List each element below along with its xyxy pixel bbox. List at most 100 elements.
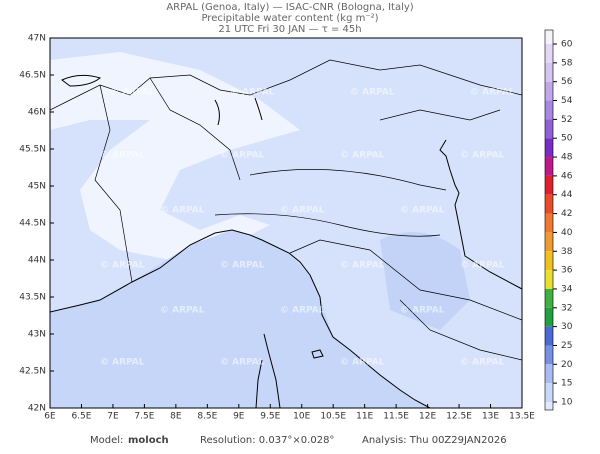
watermark: © ARPAL bbox=[100, 261, 145, 271]
footer-model: moloch bbox=[128, 435, 169, 446]
watermark: © ARPAL bbox=[100, 151, 145, 161]
colorbar-label: 52 bbox=[561, 115, 572, 125]
colorbar-label: 30 bbox=[561, 322, 573, 332]
lon-label: 7.5E bbox=[134, 412, 154, 422]
lat-label: 45N bbox=[28, 182, 46, 192]
lon-label: 13.5E bbox=[509, 412, 535, 422]
footer-resolution: Resolution: 0.037°×0.028° bbox=[200, 435, 334, 446]
colorbar-label: 15 bbox=[561, 379, 572, 389]
watermark: © ARPAL bbox=[160, 206, 205, 216]
footer-model-label: Model: bbox=[90, 435, 123, 446]
watermark: © ARPAL bbox=[220, 151, 265, 161]
colorbar-swatch bbox=[545, 270, 553, 289]
colorbar-swatch bbox=[545, 402, 553, 410]
lon-label: 9E bbox=[233, 412, 245, 422]
colorbar-swatch bbox=[545, 307, 553, 327]
lon-label: 10E bbox=[293, 412, 310, 422]
colorbar-swatch bbox=[545, 62, 553, 82]
watermark: © ARPAL bbox=[100, 358, 145, 368]
colorbar-swatch bbox=[545, 288, 553, 308]
header-line: Precipitable water content (kg m⁻²) bbox=[201, 13, 378, 24]
colorbar-label: 54 bbox=[561, 96, 573, 106]
watermark: © ARPAL bbox=[160, 306, 205, 316]
watermark: © ARPAL bbox=[340, 151, 385, 161]
colorbar-label: 40 bbox=[561, 228, 573, 238]
colorbar-swatch bbox=[545, 119, 553, 139]
colorbar-label: 25 bbox=[561, 341, 572, 351]
header-line: 21 UTC Fri 30 JAN — τ = 45h bbox=[218, 24, 361, 35]
lon-label: 13E bbox=[482, 412, 499, 422]
lon-label: 8E bbox=[170, 412, 182, 422]
lat-label: 43N bbox=[28, 330, 46, 340]
lon-label: 12.5E bbox=[446, 412, 472, 422]
colorbar-swatch bbox=[545, 383, 553, 402]
watermark: © ARPAL bbox=[340, 261, 385, 271]
lat-label: 46N bbox=[28, 108, 46, 118]
colorbar-swatch bbox=[545, 81, 553, 101]
watermark: © ARPAL bbox=[220, 358, 265, 368]
colorbar-label: 20 bbox=[561, 360, 573, 370]
colorbar-label: 44 bbox=[561, 190, 573, 200]
colorbar-swatch bbox=[545, 100, 553, 120]
watermark: © ARPAL bbox=[110, 88, 155, 98]
lon-label: 9.5E bbox=[260, 412, 280, 422]
watermark: © ARPAL bbox=[460, 151, 505, 161]
header-line: ARPAL (Genoa, Italy) — ISAC-CNR (Bologna… bbox=[166, 2, 413, 13]
lon-label: 10.5E bbox=[320, 412, 346, 422]
colorbar-swatch bbox=[545, 326, 553, 346]
colorbar-swatch bbox=[545, 213, 553, 233]
footer-analysis: Analysis: Thu 00Z29JAN2026 bbox=[362, 435, 507, 446]
colorbar-swatch bbox=[545, 157, 553, 176]
lon-label: 11E bbox=[356, 412, 373, 422]
watermark: © ARPAL bbox=[230, 88, 275, 98]
lon-label: 6.5E bbox=[71, 412, 91, 422]
watermark: © ARPAL bbox=[350, 88, 395, 98]
colorbar-label: 58 bbox=[561, 58, 573, 68]
colorbar-label: 34 bbox=[561, 284, 573, 294]
lat-label: 44N bbox=[28, 256, 46, 266]
lon-label: 6E bbox=[44, 412, 56, 422]
colorbar-label: 46 bbox=[561, 171, 573, 181]
colorbar-swatch bbox=[545, 232, 553, 252]
map bbox=[50, 38, 522, 408]
colorbar-swatch bbox=[545, 364, 553, 384]
colorbar-swatch bbox=[545, 138, 553, 158]
watermark: © ARPAL bbox=[400, 206, 445, 216]
watermark: © ARPAL bbox=[340, 358, 385, 368]
lat-label: 42.5N bbox=[19, 367, 46, 377]
lat-label: 44.5N bbox=[19, 219, 46, 229]
lon-label: 8.5E bbox=[197, 412, 217, 422]
lon-label: 7E bbox=[107, 412, 119, 422]
lat-label: 43.5N bbox=[19, 293, 46, 303]
colorbar-swatch bbox=[545, 251, 553, 271]
colorbar-label: 60 bbox=[561, 40, 573, 50]
colorbar-frame bbox=[544, 29, 554, 411]
colorbar-swatch bbox=[545, 30, 553, 44]
watermark: © ARPAL bbox=[280, 206, 325, 216]
colorbar-swatch bbox=[545, 345, 553, 365]
lat-label: 47N bbox=[28, 34, 46, 44]
colorbar-label: 32 bbox=[561, 303, 572, 313]
lat-label: 42N bbox=[28, 404, 46, 414]
lat-label: 46.5N bbox=[19, 71, 46, 81]
colorbar-swatch bbox=[545, 194, 553, 214]
watermark: © ARPAL bbox=[220, 261, 265, 271]
lon-label: 12E bbox=[419, 412, 436, 422]
colorbar-label: 56 bbox=[561, 77, 573, 87]
colorbar-label: 48 bbox=[561, 153, 573, 163]
lat-label: 45.5N bbox=[19, 145, 46, 155]
watermark: © ARPAL bbox=[460, 358, 505, 368]
watermark: © ARPAL bbox=[470, 88, 515, 98]
colorbar-label: 36 bbox=[561, 266, 573, 276]
colorbar-label: 42 bbox=[561, 209, 572, 219]
colorbar-swatch bbox=[545, 175, 553, 195]
colorbar-label: 50 bbox=[561, 134, 573, 144]
watermark: © ARPAL bbox=[280, 306, 325, 316]
colorbar-label: 10 bbox=[561, 398, 573, 408]
colorbar-label: 38 bbox=[561, 247, 573, 257]
colorbar-swatch bbox=[545, 44, 553, 63]
watermark: © ARPAL bbox=[400, 306, 445, 316]
watermark: © ARPAL bbox=[460, 261, 505, 271]
lon-label: 11.5E bbox=[383, 412, 409, 422]
